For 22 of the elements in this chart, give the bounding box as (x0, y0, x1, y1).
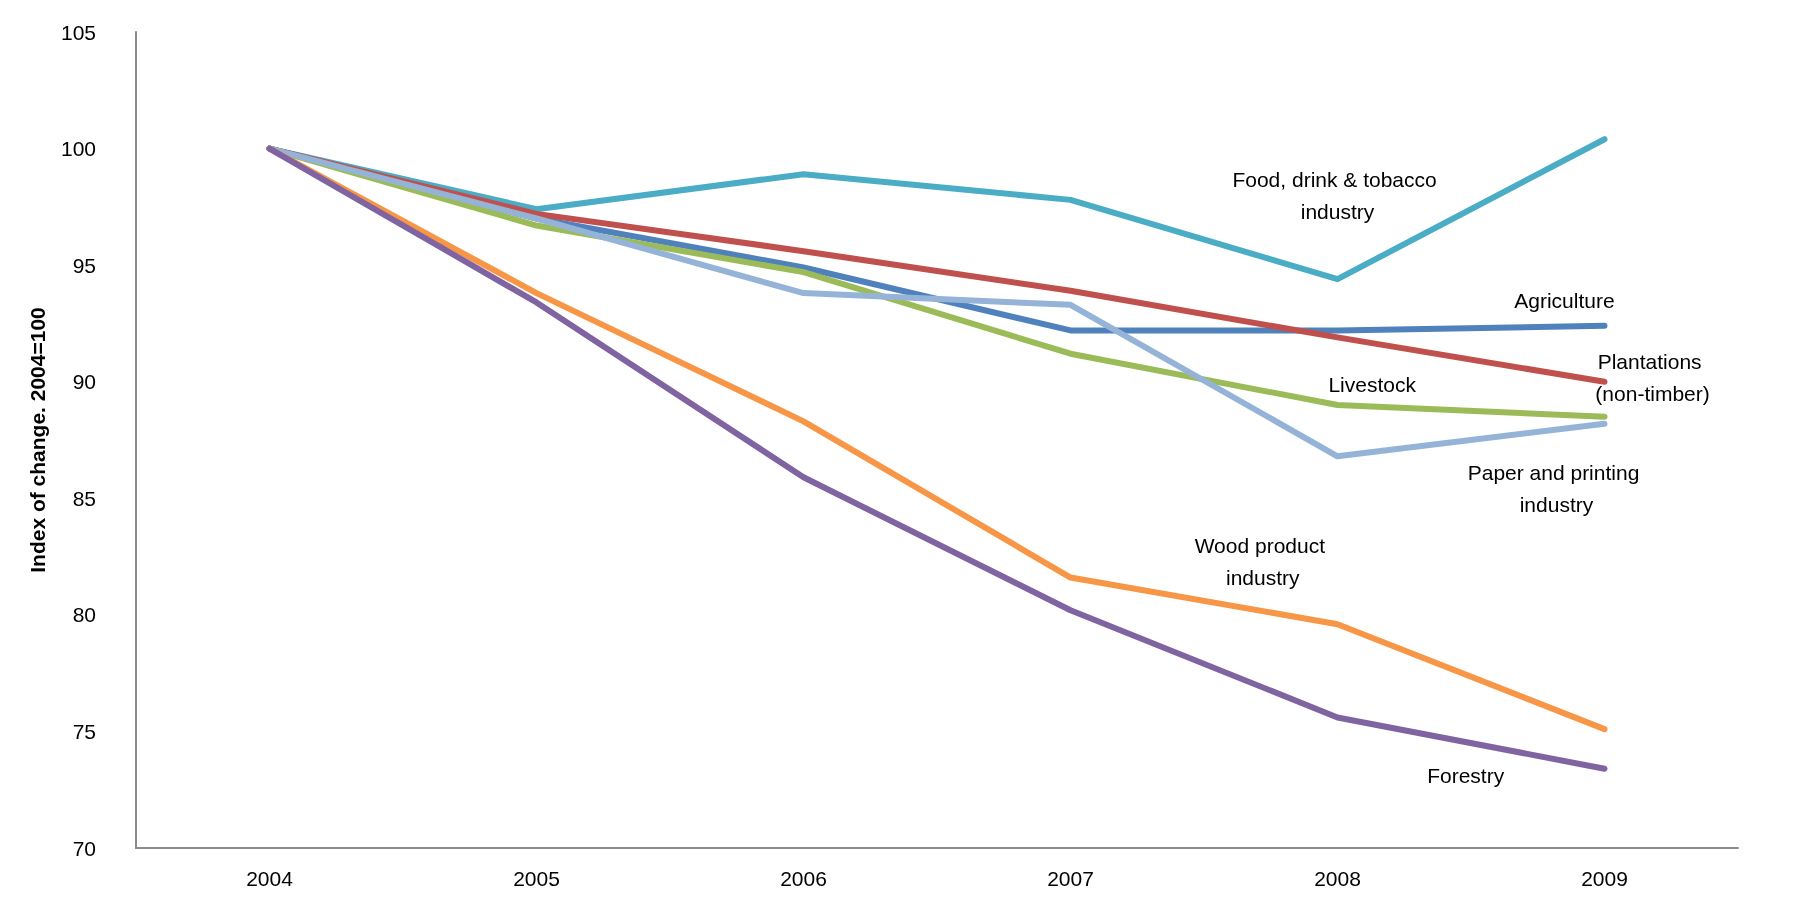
y-tick-label: 85 (72, 486, 96, 510)
x-tick-label: 2009 (1581, 867, 1628, 890)
series-label: Plantations (non-timber) (1595, 349, 1710, 405)
series-label: Forestry (1427, 764, 1505, 788)
y-axis-title: Index of change. 2004=100 (26, 307, 49, 573)
series-label: Wood product industry (1194, 533, 1331, 589)
y-tick-label: 90 (72, 370, 96, 394)
y-tick-label: 105 (60, 20, 96, 44)
x-tick-label: 2004 (246, 867, 294, 890)
y-tick-label: 95 (72, 253, 96, 277)
series-label: Agriculture (1514, 288, 1615, 312)
x-tick-label: 2007 (1047, 867, 1094, 890)
x-tick-label: 2008 (1314, 867, 1361, 890)
y-tick-label: 100 (60, 137, 96, 161)
series-label: Paper and printing industry (1467, 461, 1646, 517)
y-tick-label: 70 (72, 836, 96, 860)
x-tick-label: 2006 (780, 867, 827, 890)
series-label: Food, drink & tobacco industry (1232, 167, 1443, 223)
series-label: Livestock (1328, 372, 1417, 396)
x-tick-label: 2005 (513, 867, 560, 890)
y-tick-label: 75 (72, 719, 96, 743)
y-tick-label: 80 (72, 603, 96, 627)
